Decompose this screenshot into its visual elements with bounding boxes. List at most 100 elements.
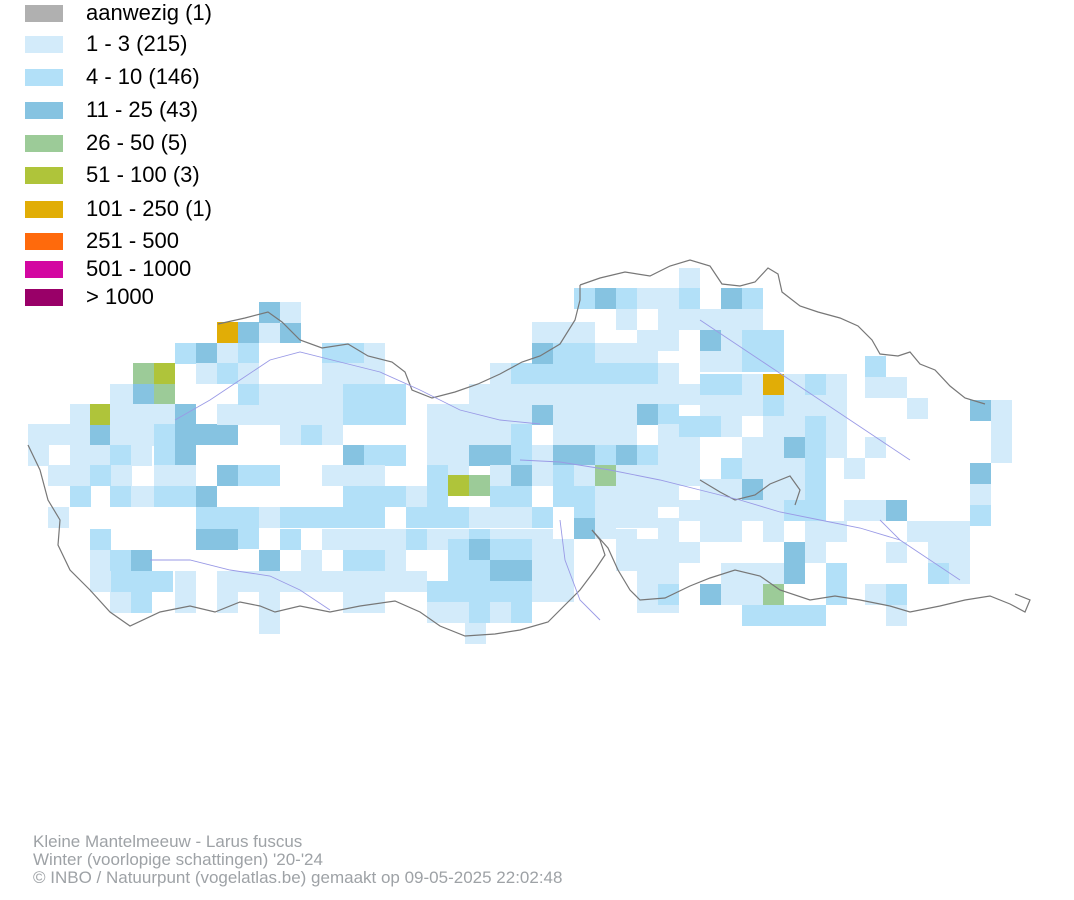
grid-cell: [616, 529, 637, 550]
legend-swatch: [25, 69, 63, 86]
grid-cell: [90, 424, 111, 445]
grid-cell: [133, 363, 154, 384]
grid-cell: [90, 571, 111, 592]
legend-swatch: [25, 167, 63, 184]
grid-cell: [553, 465, 574, 486]
grid-cell: [553, 384, 637, 405]
grid-cell: [658, 584, 679, 605]
grid-cell: [364, 445, 406, 466]
legend-label: 101 - 250 (1): [86, 196, 212, 221]
grid-cell: [784, 374, 805, 395]
grid-cell: [322, 465, 385, 486]
grid-cell: [469, 445, 511, 466]
grid-cell: [574, 322, 595, 343]
grid-cell: [886, 584, 907, 605]
grid-cell: [805, 416, 826, 437]
grid-cell: [637, 563, 679, 584]
grid-cell: [217, 592, 238, 613]
grid-cell: [679, 500, 742, 521]
grid-cell: [511, 560, 532, 581]
grid-cell: [322, 343, 364, 364]
grid-cell: [742, 479, 763, 500]
grid-cell: [865, 377, 907, 398]
grid-cell: [259, 384, 301, 405]
grid-cell: [90, 465, 111, 486]
grid-cell: [658, 309, 700, 330]
grid-cell: [490, 560, 511, 581]
legend-swatch: [25, 5, 63, 22]
grid-cell: [175, 404, 196, 446]
grid-cell: [742, 605, 826, 626]
grid-cell: [28, 424, 49, 466]
legend-swatch: [25, 201, 63, 218]
river-line: [879, 519, 961, 581]
legend-swatch: [25, 261, 63, 278]
grid-cell: [532, 404, 553, 425]
west-border-line: [27, 444, 606, 637]
grid-cell: [784, 458, 805, 479]
grid-cell: [532, 560, 553, 581]
legend-item-aanwezig: aanwezig (1): [25, 0, 325, 26]
legend-label: 1 - 3 (215): [86, 31, 188, 56]
grid-cell: [511, 424, 532, 445]
grid-cell: [721, 563, 784, 584]
grid-cell: [238, 363, 259, 384]
grid-cell: [427, 424, 469, 445]
grid-cell: [385, 550, 406, 571]
grid-cell: [784, 395, 826, 416]
legend-label: 4 - 10 (146): [86, 64, 200, 89]
grid-cell: [110, 486, 131, 507]
river-line: [150, 559, 331, 611]
grid-cell: [637, 404, 658, 425]
grid-cell: [532, 539, 574, 560]
grid-cell: [721, 395, 763, 416]
grid-cell: [844, 500, 886, 521]
grid-cell: [637, 445, 658, 466]
grid-cell: [511, 384, 553, 405]
grid-cell: [844, 458, 865, 479]
grid-cell: [406, 507, 448, 528]
grid-cell: [700, 330, 721, 351]
grid-cell: [805, 521, 847, 542]
grid-cell: [343, 445, 364, 466]
grid-cell: [616, 363, 658, 384]
grid-cell: [763, 521, 784, 542]
grid-cell: [742, 458, 763, 479]
grid-cell: [280, 322, 301, 343]
grid-cell: [763, 479, 805, 500]
grid-cell: [658, 363, 679, 384]
grid-cell: [826, 437, 847, 458]
grid-cell: [343, 384, 406, 405]
grid-cell: [865, 356, 886, 377]
grid-cell: [574, 465, 595, 486]
grid-cell: [742, 500, 784, 521]
grid-cell: [553, 322, 574, 343]
grid-cell: [110, 550, 131, 571]
grid-cell: [700, 479, 742, 500]
grid-cell: [658, 404, 679, 425]
grid-cell: [259, 507, 280, 528]
grid-cell: [616, 445, 637, 466]
grid-cell: [110, 592, 131, 613]
grid-cell: [154, 384, 175, 405]
grid-cell: [805, 374, 826, 395]
grid-cell: [658, 465, 700, 486]
grid-cell: [196, 486, 217, 507]
grid-cell: [763, 395, 784, 416]
grid-cell: [679, 384, 700, 405]
grid-cell: [763, 416, 805, 437]
grid-cell: [991, 400, 1012, 421]
grid-cell: [763, 374, 784, 395]
footer-copyright: © INBO / Natuurpunt (vogelatlas.be) gema…: [33, 868, 563, 887]
region-borders: [27, 259, 1031, 637]
grid-cell: [784, 500, 826, 521]
grid-cell: [131, 592, 152, 613]
legend-swatch: [25, 233, 63, 250]
grid-cell: [469, 507, 490, 528]
grid-cell: [658, 518, 679, 539]
grid-cell: [490, 507, 532, 528]
grid-cell: [865, 584, 886, 605]
legend-item-1-3: 1 - 3 (215): [25, 31, 325, 57]
grid-cell: [427, 465, 448, 486]
grid-cell: [637, 486, 658, 507]
